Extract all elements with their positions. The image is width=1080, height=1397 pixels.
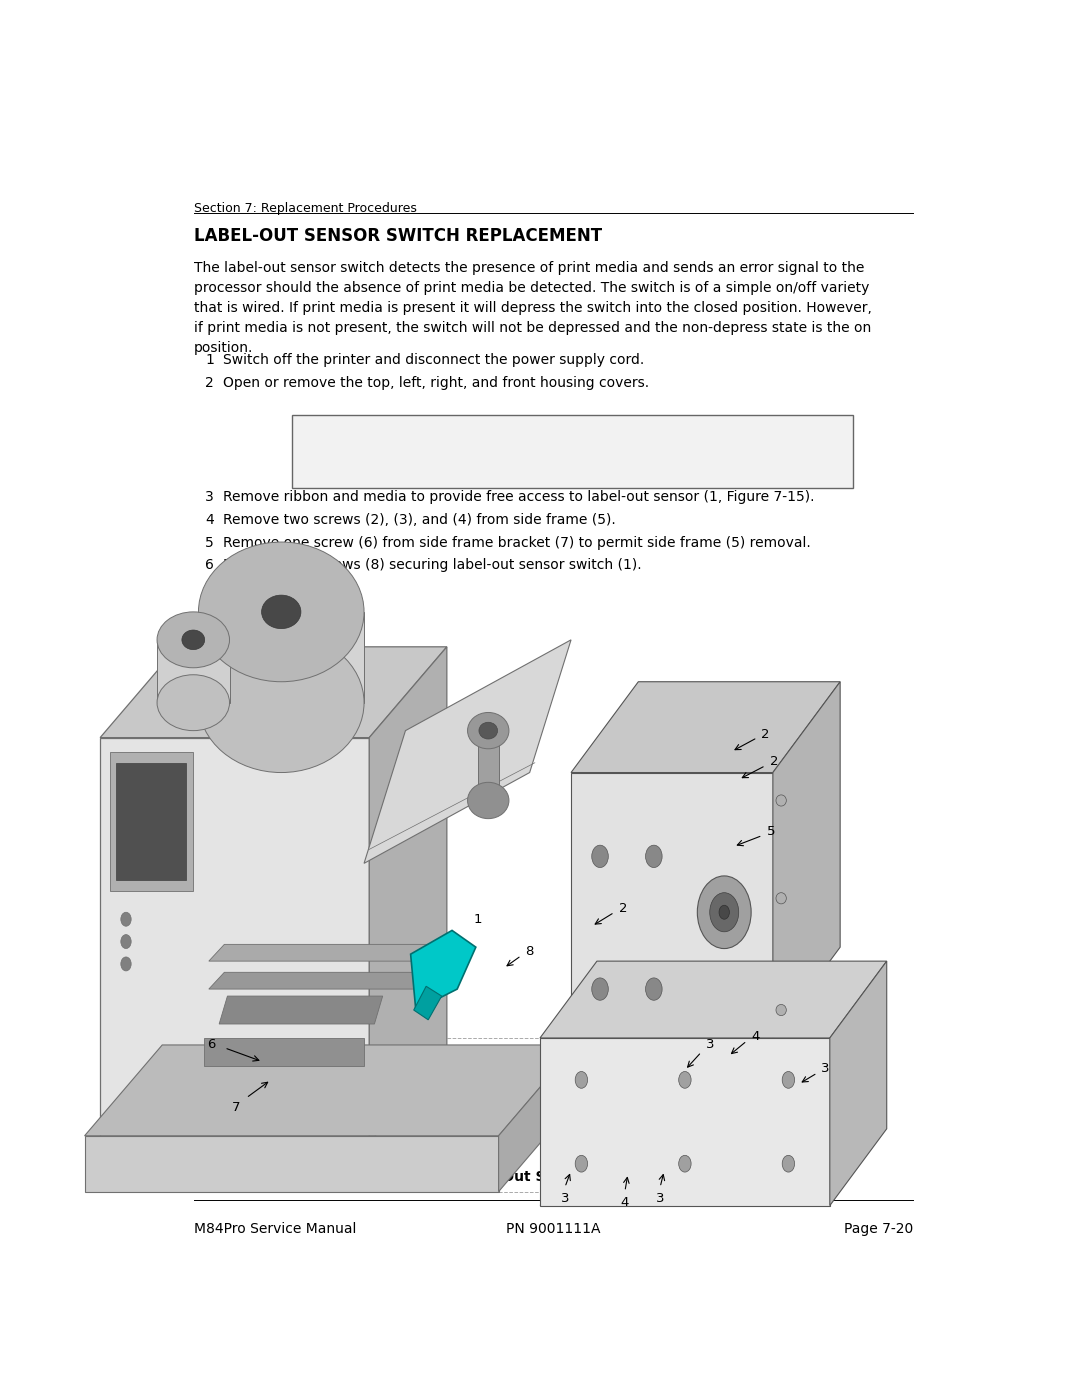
Polygon shape xyxy=(829,961,887,1206)
Ellipse shape xyxy=(576,1071,588,1088)
Ellipse shape xyxy=(468,782,509,819)
Text: 2: 2 xyxy=(205,376,214,390)
Ellipse shape xyxy=(157,675,229,731)
Circle shape xyxy=(121,957,131,971)
Ellipse shape xyxy=(261,595,301,629)
Ellipse shape xyxy=(199,542,364,682)
Polygon shape xyxy=(540,1038,829,1206)
Text: PN 9001111A: PN 9001111A xyxy=(507,1222,600,1236)
Circle shape xyxy=(121,912,131,926)
Polygon shape xyxy=(410,930,476,1010)
Ellipse shape xyxy=(199,633,364,773)
Polygon shape xyxy=(219,996,382,1024)
Ellipse shape xyxy=(775,1004,786,1016)
Text: NOTE: Figures 10-1, 10-2, and 10-3 of the Daigrams & Schematics section
provides: NOTE: Figures 10-1, 10-2, and 10-3 of th… xyxy=(308,430,822,464)
Polygon shape xyxy=(571,773,773,1038)
Ellipse shape xyxy=(782,1071,795,1088)
Ellipse shape xyxy=(478,722,498,739)
Text: 2: 2 xyxy=(761,728,770,742)
Polygon shape xyxy=(100,647,447,738)
Polygon shape xyxy=(364,640,571,863)
Text: 1: 1 xyxy=(205,352,214,366)
Text: Remove two screws (8) securing label-out sensor switch (1).: Remove two screws (8) securing label-out… xyxy=(222,559,642,573)
Polygon shape xyxy=(208,972,442,989)
Ellipse shape xyxy=(592,845,608,868)
Text: 3: 3 xyxy=(822,1062,829,1076)
Text: 5: 5 xyxy=(205,535,214,549)
Polygon shape xyxy=(369,647,447,1143)
Ellipse shape xyxy=(782,1155,795,1172)
Ellipse shape xyxy=(181,630,204,650)
Polygon shape xyxy=(204,1038,364,1066)
Polygon shape xyxy=(773,682,840,1038)
Ellipse shape xyxy=(468,712,509,749)
Text: 3: 3 xyxy=(205,490,214,504)
Text: M84Pro Service Manual: M84Pro Service Manual xyxy=(193,1222,356,1236)
Text: Remove one screw (6) from side frame bracket (7) to permit side frame (5) remova: Remove one screw (6) from side frame bra… xyxy=(222,535,811,549)
Text: 5: 5 xyxy=(767,824,775,838)
Polygon shape xyxy=(540,961,887,1038)
Text: Switch off the printer and disconnect the power supply cord.: Switch off the printer and disconnect th… xyxy=(222,352,644,366)
Polygon shape xyxy=(199,612,364,703)
Polygon shape xyxy=(208,944,442,961)
Polygon shape xyxy=(477,731,499,800)
Polygon shape xyxy=(84,1136,499,1192)
Ellipse shape xyxy=(678,1155,691,1172)
Text: 2: 2 xyxy=(770,754,779,768)
Ellipse shape xyxy=(592,978,608,1000)
Ellipse shape xyxy=(775,893,786,904)
Text: Page 7-20: Page 7-20 xyxy=(845,1222,914,1236)
Ellipse shape xyxy=(710,893,739,932)
Text: Section 7: Replacement Procedures: Section 7: Replacement Procedures xyxy=(193,203,417,215)
Polygon shape xyxy=(157,640,229,703)
Text: Figure 7-15, Label-Out Sensor Switch Replacement: Figure 7-15, Label-Out Sensor Switch Rep… xyxy=(353,1171,754,1185)
Text: 3: 3 xyxy=(561,1192,569,1206)
Text: 1: 1 xyxy=(474,912,482,926)
FancyBboxPatch shape xyxy=(292,415,853,488)
Ellipse shape xyxy=(157,612,229,668)
Polygon shape xyxy=(84,1045,577,1136)
Ellipse shape xyxy=(646,845,662,868)
Text: Remove ribbon and media to provide free access to label-out sensor (1, Figure 7-: Remove ribbon and media to provide free … xyxy=(222,490,814,504)
Ellipse shape xyxy=(698,876,752,949)
Text: 8: 8 xyxy=(526,944,534,958)
Text: 6: 6 xyxy=(206,1038,215,1052)
Polygon shape xyxy=(499,1045,577,1192)
Ellipse shape xyxy=(719,905,729,919)
Polygon shape xyxy=(414,986,442,1020)
Text: 3: 3 xyxy=(656,1192,664,1206)
Ellipse shape xyxy=(775,795,786,806)
Text: 3: 3 xyxy=(705,1038,714,1052)
Text: LABEL-OUT SENSOR SWITCH REPLACEMENT: LABEL-OUT SENSOR SWITCH REPLACEMENT xyxy=(193,226,602,244)
Text: Remove two screws (2), (3), and (4) from side frame (5).: Remove two screws (2), (3), and (4) from… xyxy=(222,513,616,527)
Text: Open or remove the top, left, right, and front housing covers.: Open or remove the top, left, right, and… xyxy=(222,376,649,390)
Text: 4: 4 xyxy=(751,1030,759,1044)
Circle shape xyxy=(121,935,131,949)
Text: 4: 4 xyxy=(621,1196,629,1210)
Text: The label-out sensor switch detects the presence of print media and sends an err: The label-out sensor switch detects the … xyxy=(193,261,872,355)
Polygon shape xyxy=(116,763,186,880)
Ellipse shape xyxy=(576,1155,588,1172)
Polygon shape xyxy=(110,752,193,891)
Text: 7: 7 xyxy=(231,1101,240,1115)
Text: 4: 4 xyxy=(205,513,214,527)
Ellipse shape xyxy=(678,1071,691,1088)
Text: 2: 2 xyxy=(619,901,627,915)
Text: 6: 6 xyxy=(205,559,214,573)
Polygon shape xyxy=(100,738,369,1143)
Ellipse shape xyxy=(646,978,662,1000)
Polygon shape xyxy=(571,682,840,773)
